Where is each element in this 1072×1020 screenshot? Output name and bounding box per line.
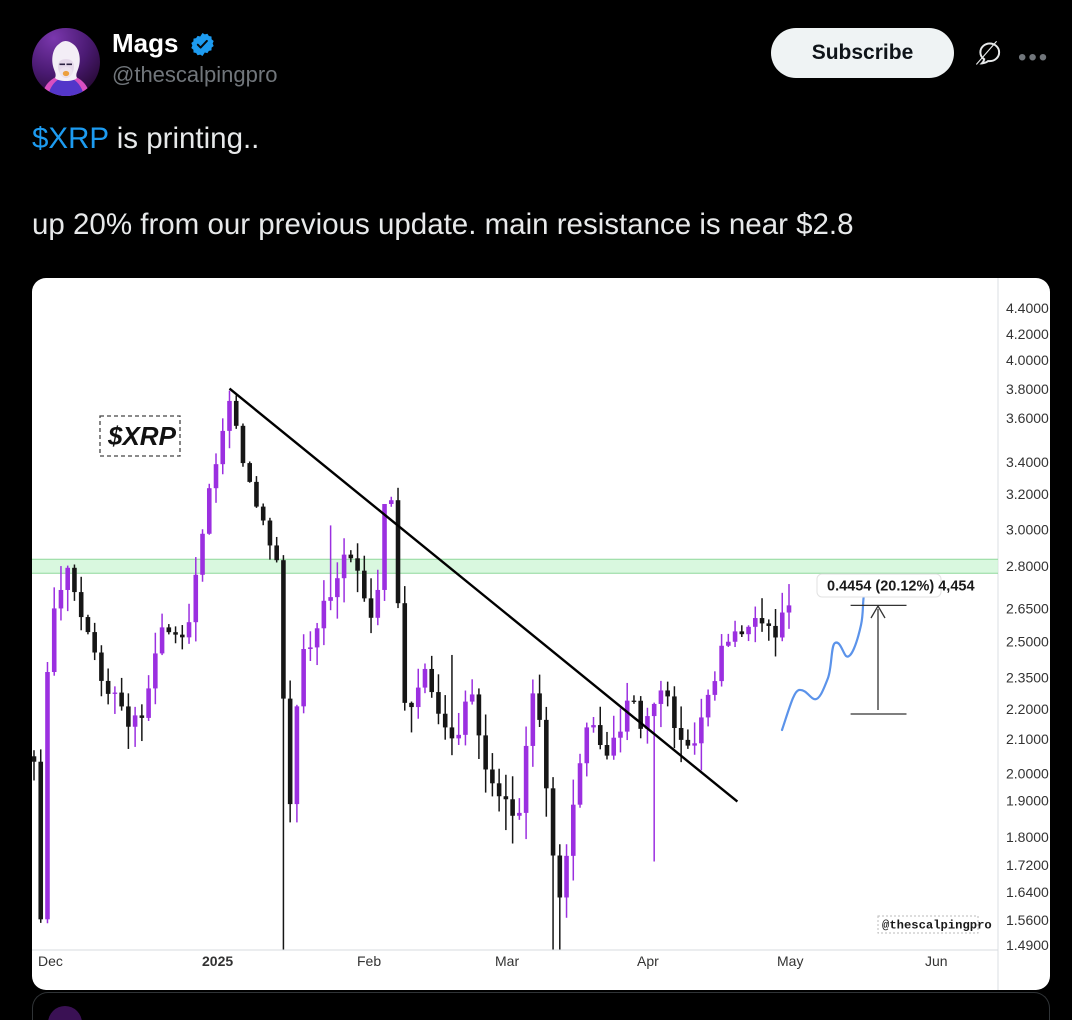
svg-text:@thescalpingpro: @thescalpingpro [882,919,992,933]
svg-text:3.8000: 3.8000 [1006,381,1049,397]
svg-text:2.3500: 2.3500 [1006,670,1049,686]
svg-text:3.4000: 3.4000 [1006,454,1049,470]
svg-text:4.0000: 4.0000 [1006,352,1049,368]
svg-text:4.2000: 4.2000 [1006,326,1049,342]
svg-text:1.9000: 1.9000 [1006,792,1049,808]
svg-text:2.2000: 2.2000 [1006,701,1049,717]
svg-text:2.0000: 2.0000 [1006,765,1049,781]
svg-text:May: May [777,953,803,969]
svg-text:2.8000: 2.8000 [1006,558,1049,574]
svg-text:1.5600: 1.5600 [1006,912,1049,928]
svg-text:3.0000: 3.0000 [1006,521,1049,537]
svg-text:1.7200: 1.7200 [1006,857,1049,873]
svg-text:2.6500: 2.6500 [1006,600,1049,616]
svg-text:4.4000: 4.4000 [1006,300,1049,316]
svg-text:Feb: Feb [357,953,381,969]
svg-text:2.5000: 2.5000 [1006,634,1049,650]
svg-text:2.1000: 2.1000 [1006,731,1049,747]
svg-text:$XRP: $XRP [107,421,177,451]
svg-text:1.6400: 1.6400 [1006,884,1049,900]
svg-text:2025: 2025 [202,953,233,969]
svg-text:Apr: Apr [637,953,659,969]
svg-text:1.4900: 1.4900 [1006,937,1049,953]
svg-text:Jun: Jun [925,953,948,969]
svg-text:0.4454 (20.12%) 4,454: 0.4454 (20.12%) 4,454 [827,579,975,595]
svg-text:Dec: Dec [38,953,63,969]
svg-text:3.2000: 3.2000 [1006,486,1049,502]
svg-text:3.6000: 3.6000 [1006,410,1049,426]
svg-text:1.8000: 1.8000 [1006,829,1049,845]
svg-text:Mar: Mar [495,953,519,969]
